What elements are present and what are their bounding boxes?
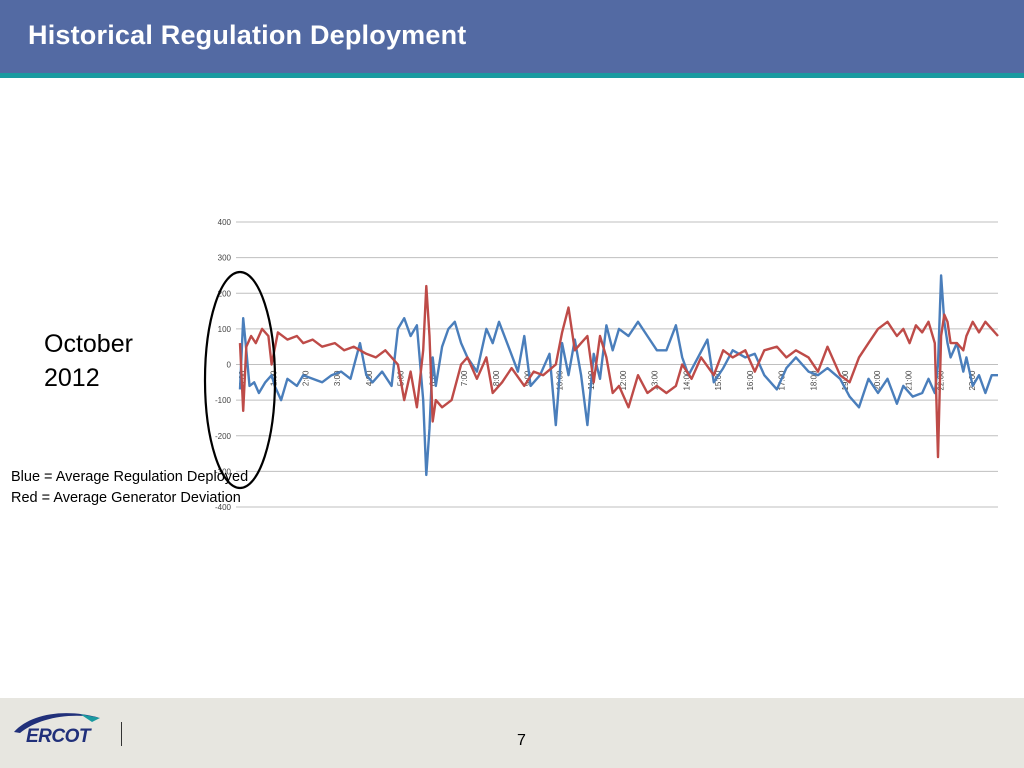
- x-tick-label: 5:00: [397, 370, 406, 386]
- header-accent-stripe: [0, 73, 1024, 78]
- x-tick-label: 0:00: [238, 370, 247, 386]
- x-tick-label: 13:00: [651, 370, 660, 391]
- y-tick-label: 300: [218, 254, 232, 263]
- x-axis-tick-labels: 0:00 1:00 2:00 3:00 4:00 5:00 6:00 7:00 8:00 9:00…: [238, 370, 977, 391]
- y-tick-label: 100: [218, 325, 232, 334]
- x-tick-label: 15:00: [714, 370, 723, 391]
- series-line-red: [238, 284, 999, 459]
- y-tick-label: -200: [215, 432, 232, 441]
- logo-text: ERCOT: [26, 726, 91, 747]
- slide-header: [0, 0, 1024, 73]
- x-tick-label: 20:00: [873, 370, 882, 391]
- x-tick-label: 12:00: [619, 370, 628, 391]
- x-tick-label: 11:00: [587, 370, 596, 390]
- ercot-logo: ERCOT: [10, 706, 110, 756]
- slide-title: Historical Regulation Deployment: [28, 20, 467, 50]
- chart-gridlines: [236, 221, 998, 508]
- x-tick-label: 9:00: [524, 370, 533, 386]
- x-tick-label: 1:00: [270, 370, 279, 386]
- series-line-blue: [238, 274, 998, 477]
- slide-footer: ERCOT 7: [0, 698, 1024, 768]
- x-tick-label: 3:00: [333, 370, 342, 386]
- period-year: 2012: [44, 364, 100, 392]
- x-tick-label: 8:00: [492, 370, 501, 386]
- x-tick-label: 14:00: [682, 370, 691, 391]
- x-tick-label: 4:00: [365, 370, 374, 386]
- x-tick-label: 21:00: [905, 370, 914, 391]
- x-tick-label: 2:00: [301, 370, 310, 386]
- y-tick-label: 400: [218, 218, 232, 227]
- x-tick-label: 17:00: [778, 370, 787, 391]
- logo-swoosh-icon: [14, 713, 100, 733]
- x-tick-label: 18:00: [809, 370, 818, 391]
- period-label: October 2012: [44, 327, 174, 395]
- highlight-ellipse: [203, 270, 277, 490]
- x-tick-label: 7:00: [460, 370, 469, 386]
- y-tick-label: 0: [227, 361, 232, 370]
- y-tick-label: -100: [215, 396, 232, 405]
- legend-note: Blue = Average Regulation Deployed Red =…: [11, 467, 331, 509]
- chart-series: [238, 274, 999, 477]
- x-tick-label: 22:00: [936, 370, 945, 391]
- footer-divider: [121, 722, 122, 746]
- y-tick-label: 200: [218, 289, 232, 298]
- legend-blue-text: Blue = Average Regulation Deployed: [11, 469, 249, 485]
- period-month: October: [44, 330, 133, 358]
- x-tick-label: 23:00: [968, 370, 977, 391]
- x-tick-label: 19:00: [841, 370, 850, 391]
- x-tick-label: 10:00: [555, 370, 564, 391]
- x-tick-label: 16:00: [746, 370, 755, 391]
- x-tick-label: 6:00: [428, 370, 437, 386]
- page-number: 7: [517, 732, 526, 749]
- legend-red-text: Red = Average Generator Deviation: [11, 490, 241, 506]
